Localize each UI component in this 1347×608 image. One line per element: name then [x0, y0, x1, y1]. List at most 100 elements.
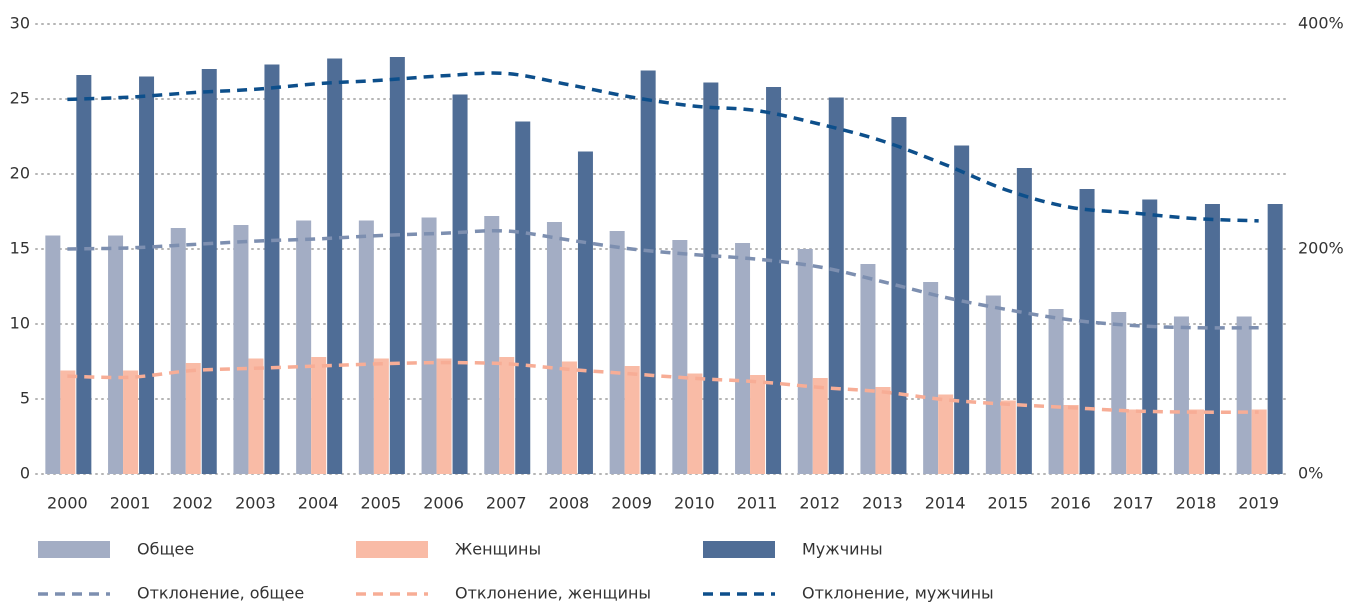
y-tick-label: 0 [20, 464, 30, 483]
bar [296, 220, 312, 474]
bar [421, 217, 437, 474]
bar [1142, 199, 1158, 474]
x-tick-label: 2008 [549, 494, 590, 513]
x-tick-label: 2006 [423, 494, 464, 513]
bar [139, 76, 155, 474]
bar [561, 361, 577, 474]
bar [1236, 316, 1252, 474]
legend-label: Женщины [455, 540, 541, 559]
bar [45, 235, 61, 474]
bar [546, 222, 562, 474]
bar [201, 69, 217, 474]
legend-swatch [38, 541, 110, 558]
x-tick-label: 2011 [737, 494, 778, 513]
bar [311, 357, 327, 474]
y-tick-label: 30 [10, 14, 30, 33]
y2-tick-label: 0% [1298, 464, 1323, 483]
bar [797, 249, 813, 474]
bar [76, 75, 92, 474]
bar [327, 58, 343, 474]
legend-label: Общее [137, 540, 194, 559]
y-tick-label: 5 [20, 389, 30, 408]
bar [185, 363, 201, 474]
bar [1016, 168, 1032, 474]
bar [860, 264, 876, 474]
bar [640, 70, 656, 474]
legend-swatch [703, 541, 775, 558]
x-tick-label: 2010 [674, 494, 715, 513]
bar [687, 373, 703, 474]
bar [1079, 189, 1095, 474]
bar [484, 216, 500, 474]
bar [891, 117, 907, 474]
bar [577, 151, 593, 474]
bar [672, 240, 688, 474]
legend-label: Отклонение, общее [137, 584, 304, 603]
bar [499, 357, 515, 474]
bar [750, 375, 766, 474]
x-tick-label: 2002 [172, 494, 213, 513]
legend-label: Отклонение, мужчины [802, 584, 994, 603]
legend-label: Мужчины [802, 540, 883, 559]
bar [766, 87, 782, 474]
x-tick-label: 2000 [47, 494, 88, 513]
bar [828, 97, 844, 474]
bar [436, 358, 452, 474]
bar [985, 295, 1001, 474]
bar [248, 358, 264, 474]
x-tick-label: 2015 [987, 494, 1028, 513]
bar [875, 387, 891, 474]
bar [624, 366, 640, 474]
bar [938, 394, 954, 474]
bar [389, 57, 405, 474]
bar [60, 370, 76, 474]
x-tick-label: 2019 [1238, 494, 1279, 513]
bar [1188, 409, 1204, 474]
bar [123, 370, 139, 474]
y-tick-label: 15 [10, 239, 30, 258]
bar [358, 220, 374, 474]
x-tick-label: 2012 [799, 494, 840, 513]
y2-tick-label: 400% [1298, 14, 1344, 33]
y-tick-label: 20 [10, 164, 30, 183]
x-tick-label: 2018 [1176, 494, 1217, 513]
bar [233, 225, 249, 474]
line [67, 360, 1259, 414]
bar [954, 145, 970, 474]
x-tick-label: 2001 [110, 494, 151, 513]
y2-tick-label: 200% [1298, 239, 1344, 258]
bar [1000, 400, 1016, 474]
bar [1111, 312, 1127, 474]
x-tick-label: 2009 [611, 494, 652, 513]
legend-label: Отклонение, женщины [455, 584, 651, 603]
bar [1063, 405, 1079, 474]
x-tick-label: 2007 [486, 494, 527, 513]
x-tick-label: 2013 [862, 494, 903, 513]
bar [264, 64, 280, 474]
x-tick-label: 2017 [1113, 494, 1154, 513]
legend-swatch [356, 541, 428, 558]
bar [1048, 309, 1064, 474]
bar [703, 82, 719, 474]
x-tick-label: 2005 [360, 494, 401, 513]
bar [170, 228, 186, 474]
bar [1173, 316, 1189, 474]
x-tick-label: 2016 [1050, 494, 1091, 513]
bar [923, 282, 939, 474]
x-tick-label: 2003 [235, 494, 276, 513]
bar [108, 235, 124, 474]
x-tick-label: 2014 [925, 494, 966, 513]
bar [373, 358, 389, 474]
bar [1126, 409, 1142, 474]
line [67, 228, 1259, 330]
bar [1204, 204, 1220, 474]
bar [515, 121, 531, 474]
bar [1251, 409, 1267, 474]
y-tick-label: 10 [10, 314, 30, 333]
bar [812, 378, 828, 474]
y-tick-label: 25 [10, 89, 30, 108]
bar [452, 94, 468, 474]
bar [1267, 204, 1283, 474]
bar [735, 243, 751, 474]
